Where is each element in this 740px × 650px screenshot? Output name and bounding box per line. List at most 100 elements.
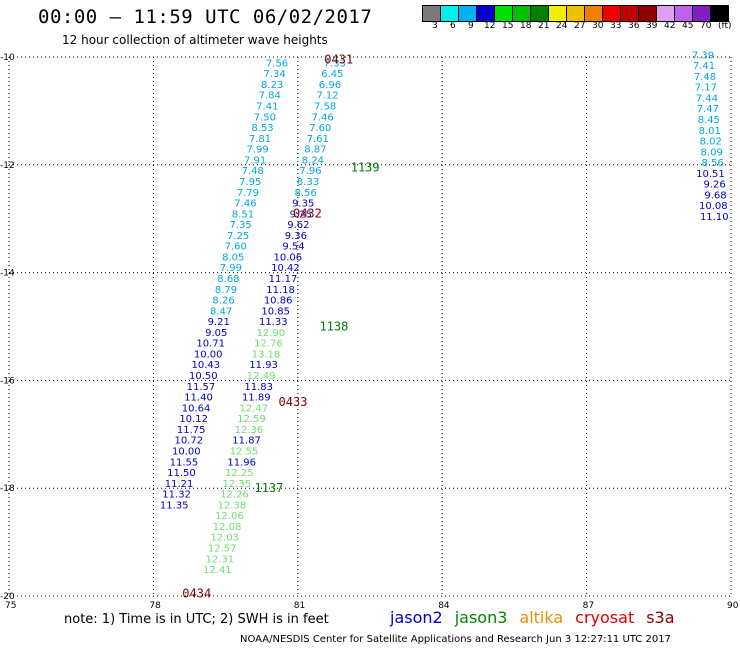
swh-point: 8.87 [304, 145, 326, 156]
y-tick-label: -14 [0, 269, 15, 279]
swh-point: 10.86 [264, 296, 293, 307]
colorbar-label: 70 [700, 21, 712, 31]
y-tick-label: -12 [0, 161, 15, 171]
swh-point: 7.48 [242, 166, 264, 177]
colorbar-ticks: 3 6 9 12 15 18 21 24 27 30 33 36 39 42 45 70 (ft) [422, 21, 740, 35]
swh-point: 10.43 [191, 360, 220, 371]
swh-point: 7.96 [299, 166, 321, 177]
colorbar-label: 18 [520, 21, 532, 31]
swh-point: 8.26 [212, 296, 234, 307]
pass-time-label: 1138 [319, 320, 348, 334]
swh-point: 8.79 [215, 285, 237, 296]
swh-point: 10.00 [172, 446, 201, 457]
swh-point: 7.50 [254, 112, 276, 123]
swh-point: 7.60 [225, 242, 247, 253]
units-note: note: 1) Time is in UTC; 2) SWH is in fe… [64, 612, 329, 627]
plot-area: 75 78 81 84 87 90-10-12-14-16-18-207.567.348.… [0, 50, 739, 610]
colorbar [422, 5, 729, 22]
swh-point: 12.57 [208, 543, 237, 554]
colorbar-swatch [710, 5, 729, 22]
swh-point: 7.48 [694, 72, 716, 83]
swh-point: 11.57 [187, 382, 216, 393]
colorbar-label: 27 [574, 21, 586, 31]
swh-point: 10.00 [194, 349, 223, 360]
swh-point: 11.17 [269, 274, 298, 285]
swh-point: 11.87 [232, 436, 261, 447]
swh-point: 11.83 [244, 382, 273, 393]
x-tick-label: 75 [5, 601, 16, 610]
swh-point: 11.21 [165, 479, 194, 490]
swh-point: 8.33 [297, 177, 319, 188]
swh-point: 12.35 [222, 479, 251, 490]
colorbar-label: 9 [468, 21, 474, 31]
swh-point: 8.24 [302, 155, 324, 166]
colorbar-label: 12 [484, 21, 496, 31]
swh-point: 7.12 [316, 91, 338, 102]
swh-point: 6.96 [319, 80, 341, 91]
colorbar-label: 3 [432, 21, 438, 31]
swh-point: 10.08 [699, 201, 728, 212]
colorbar-label: 6 [450, 21, 456, 31]
swh-point: 7.33 [324, 58, 346, 69]
swh-point: 11.40 [184, 393, 213, 404]
swh-point: 7.99 [220, 263, 242, 274]
swh-point: 7.99 [246, 145, 268, 156]
swh-point: 12.26 [220, 490, 249, 501]
swh-point: 12.38 [218, 500, 247, 511]
swh-point: 8.68 [217, 274, 239, 285]
swh-point: 13.18 [252, 349, 281, 360]
pass-time-label: 0432 [293, 206, 322, 220]
swh-point: 9.36 [285, 231, 307, 242]
swh-point: 7.34 [263, 69, 285, 80]
swh-point: 7.25 [227, 231, 249, 242]
swh-point: 7.41 [256, 102, 278, 113]
swh-point: 7.95 [239, 177, 261, 188]
colorbar-label: 24 [556, 21, 568, 31]
swh-point: 12.90 [257, 328, 286, 339]
swh-point: 7.84 [259, 91, 281, 102]
colorbar-label: 36 [628, 21, 640, 31]
colorbar-label: 15 [502, 21, 514, 31]
swh-point: 8.09 [701, 147, 723, 158]
swh-point: 7.41 [693, 61, 715, 72]
swh-point: 9.35 [292, 199, 314, 210]
swh-point: 7.60 [309, 123, 331, 134]
swh-point: 11.93 [249, 360, 278, 371]
satellite-legend: jason2 jason3 altika cryosat s3a [390, 608, 687, 627]
chart-title: 00:00 – 11:59 UTC 06/02/2017 [38, 6, 373, 28]
pass-time-label: 1139 [351, 160, 380, 174]
x-tick-label: 84 [438, 601, 450, 610]
colorbar-label: 33 [610, 21, 622, 31]
swh-point: 11.89 [242, 393, 271, 404]
legend-item-jason2: jason2 [390, 608, 443, 627]
pass-time-label: 0433 [279, 395, 308, 409]
swh-point: 8.47 [210, 306, 232, 317]
swh-point: 8.05 [222, 252, 244, 263]
swh-point: 10.71 [196, 339, 225, 350]
swh-point: 7.91 [244, 155, 266, 166]
y-tick-label: -16 [0, 376, 15, 386]
pass-time-label: 0434 [182, 586, 211, 600]
x-tick-label: 90 [727, 601, 739, 610]
pass-time-label: 0431 [324, 53, 353, 67]
colorbar-label: 39 [646, 21, 658, 31]
y-tick-label: -20 [0, 592, 15, 602]
swh-point: 7.46 [234, 199, 256, 210]
swh-point: 12.41 [203, 565, 232, 576]
swh-point: 12.49 [247, 371, 276, 382]
swh-point: 8.51 [232, 209, 254, 220]
swh-point: 7.46 [312, 112, 334, 123]
swh-point: 7.47 [697, 104, 719, 115]
swh-point: 8.45 [698, 115, 720, 126]
swh-point: 12.03 [210, 533, 239, 544]
swh-point: 10.12 [179, 414, 208, 425]
swh-point: 8.56 [702, 158, 724, 169]
swh-point: 12.36 [235, 425, 264, 436]
swh-point: 7.79 [237, 188, 259, 199]
swh-point: 12.25 [225, 468, 254, 479]
swh-point: 12.55 [230, 446, 259, 457]
swh-point: 8.02 [700, 137, 722, 148]
swh-point: 8.01 [699, 126, 721, 137]
swh-point: 11.35 [160, 500, 189, 511]
swh-point: 11.18 [266, 285, 295, 296]
